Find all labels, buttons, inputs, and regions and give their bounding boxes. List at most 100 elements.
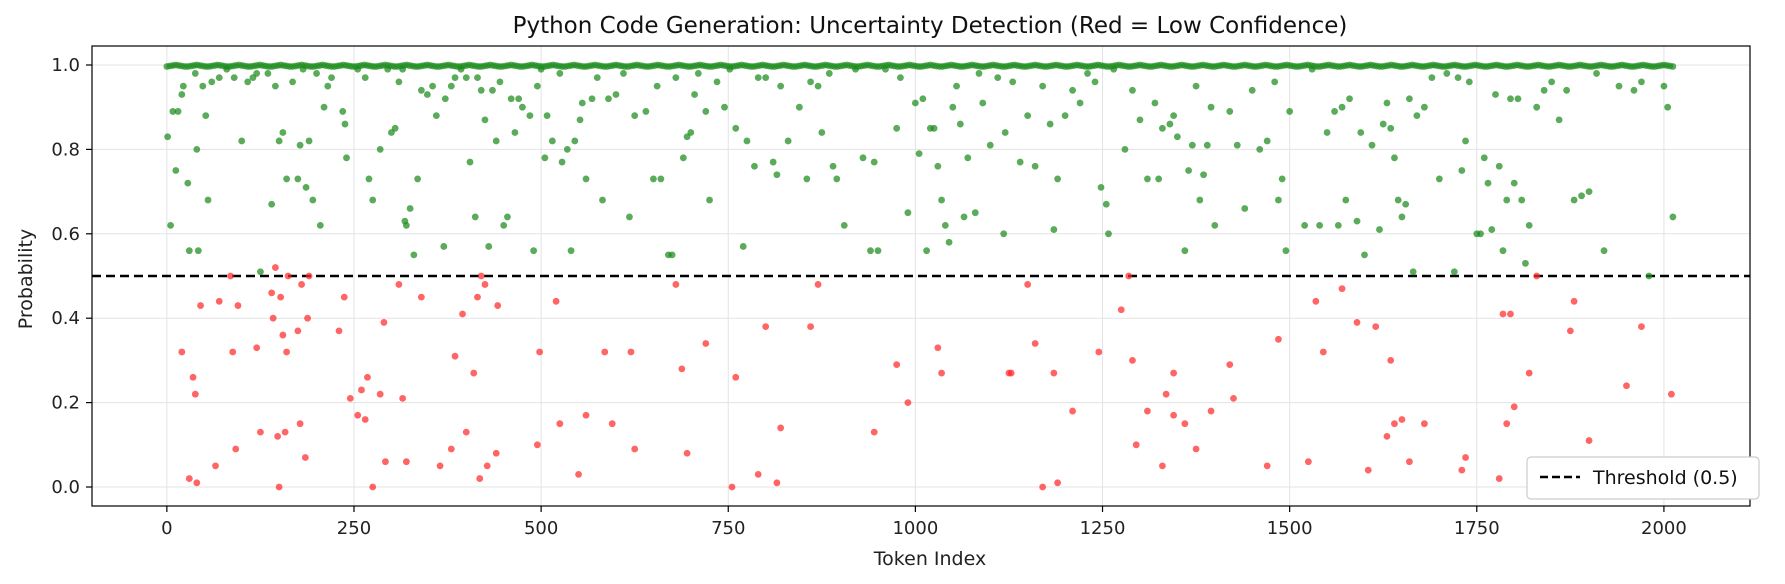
x-tick-label: 500 — [524, 518, 558, 539]
high-confidence-point — [384, 65, 392, 73]
low-confidence-point — [938, 369, 945, 377]
low-confidence-point — [1304, 458, 1312, 466]
high-confidence-point — [1301, 221, 1309, 229]
high-confidence-point — [1271, 78, 1279, 86]
high-confidence-point — [949, 103, 957, 111]
high-confidence-point — [558, 158, 566, 166]
legend-box — [1526, 456, 1760, 500]
high-confidence-point — [1630, 86, 1638, 94]
high-confidence-point — [769, 158, 777, 166]
high-confidence-point — [1465, 78, 1473, 86]
low-confidence-point — [494, 302, 502, 309]
high-confidence-point — [938, 196, 945, 204]
high-confidence-point — [612, 91, 620, 98]
high-confidence-point — [1009, 78, 1017, 86]
low-confidence-point — [354, 411, 362, 419]
high-confidence-point — [1323, 129, 1331, 136]
low-confidence-point — [417, 293, 425, 301]
low-confidence-point — [1069, 407, 1076, 415]
high-confidence-point — [361, 74, 369, 82]
high-confidence-point — [199, 82, 207, 90]
high-confidence-point — [1173, 133, 1181, 141]
low-confidence-point — [904, 399, 912, 407]
x-tick-label: 0 — [161, 518, 172, 539]
x-tick-label: 2000 — [1641, 518, 1687, 539]
high-confidence-point — [1402, 200, 1410, 208]
low-confidence-point — [1162, 390, 1170, 398]
high-confidence-point — [825, 70, 833, 77]
high-confidence-point — [1129, 86, 1136, 94]
high-confidence-point — [840, 221, 848, 229]
high-confidence-point — [1484, 179, 1492, 187]
low-confidence-point — [934, 344, 942, 352]
high-confidence-point — [1570, 196, 1578, 204]
high-confidence-point — [208, 78, 216, 86]
low-confidence-point — [870, 428, 878, 436]
low-confidence-point — [627, 348, 635, 356]
low-confidence-point — [754, 470, 762, 478]
low-confidence-point — [1192, 445, 1200, 453]
low-confidence-point — [1570, 297, 1578, 305]
high-confidence-point — [706, 196, 713, 204]
high-confidence-point — [1593, 70, 1600, 77]
high-confidence-point — [911, 99, 919, 107]
low-confidence-point — [369, 483, 377, 491]
low-confidence-point — [298, 281, 305, 288]
low-confidence-point — [462, 428, 470, 436]
high-confidence-point — [964, 154, 972, 162]
high-confidence-point — [1443, 70, 1451, 77]
low-confidence-point — [1031, 340, 1039, 347]
high-confidence-point — [1507, 95, 1514, 103]
high-confidence-point — [1454, 74, 1462, 82]
high-confidence-point — [1361, 251, 1368, 259]
high-confidence-point — [432, 112, 440, 120]
high-confidence-point — [1379, 120, 1387, 128]
high-confidence-point — [1428, 74, 1436, 82]
low-confidence-point — [556, 420, 564, 428]
high-confidence-point — [687, 129, 695, 136]
high-confidence-point — [320, 103, 328, 111]
high-confidence-point — [953, 82, 960, 90]
high-confidence-point — [657, 175, 665, 183]
high-confidence-point — [1353, 217, 1361, 225]
high-confidence-point — [1110, 65, 1118, 73]
high-confidence-point — [1263, 137, 1271, 145]
low-confidence-point — [773, 479, 781, 487]
low-confidence-point — [1207, 407, 1215, 415]
high-confidence-point — [1170, 112, 1178, 120]
high-confidence-point — [1102, 200, 1110, 208]
low-confidence-point — [1387, 357, 1395, 364]
high-confidence-point — [184, 179, 192, 187]
high-confidence-point — [1499, 247, 1507, 255]
high-confidence-point — [264, 70, 272, 77]
high-confidence-point — [1525, 221, 1533, 229]
low-confidence-point — [1159, 462, 1166, 470]
low-confidence-point — [227, 272, 234, 280]
high-confidence-point — [971, 209, 979, 217]
high-confidence-point — [1503, 196, 1511, 204]
low-confidence-point — [807, 323, 814, 331]
high-confidence-point — [1548, 78, 1556, 86]
high-confidence-point — [1664, 103, 1672, 111]
high-confidence-point — [833, 175, 841, 183]
low-confidence-point — [185, 475, 193, 482]
low-confidence-point — [1503, 420, 1511, 428]
high-confidence-point — [1406, 95, 1413, 103]
high-confidence-point — [268, 200, 276, 208]
high-confidence-point — [1308, 65, 1316, 73]
high-confidence-point — [1346, 95, 1353, 103]
high-confidence-point — [244, 78, 252, 86]
low-confidence-point — [1125, 272, 1133, 280]
low-confidence-point — [1668, 390, 1675, 398]
low-confidence-point — [1406, 458, 1413, 466]
high-confidence-point — [919, 95, 927, 103]
high-confidence-point — [1050, 226, 1058, 233]
low-confidence-point — [536, 348, 544, 356]
high-confidence-point — [930, 124, 938, 132]
high-confidence-point — [653, 82, 661, 90]
high-confidence-point — [1061, 112, 1069, 120]
high-confidence-point — [1196, 196, 1204, 204]
high-confidence-point — [294, 175, 302, 183]
high-confidence-point — [829, 162, 837, 170]
high-confidence-point — [1188, 141, 1196, 149]
